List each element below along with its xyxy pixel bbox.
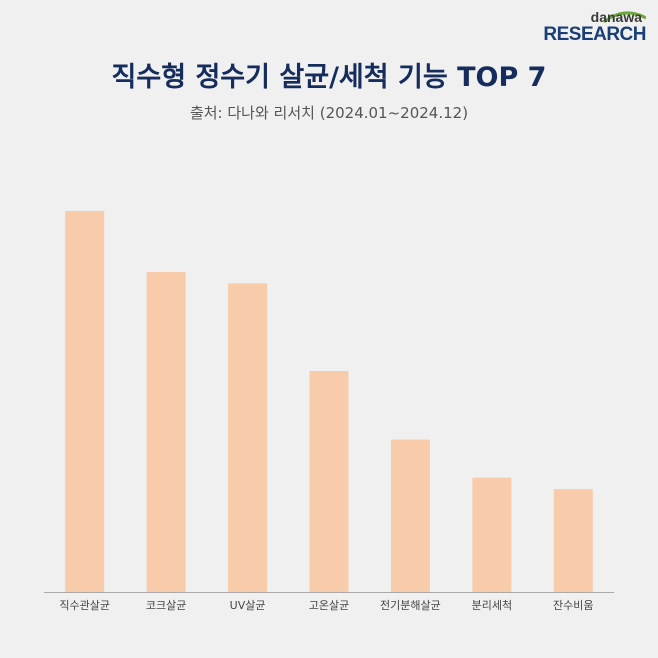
x-tick-label: UV살균 xyxy=(230,599,266,612)
x-tick-label: 전기분해살균 xyxy=(380,598,441,612)
chart-subtitle: 출처: 다나와 리서치 (2024.01~2024.12) xyxy=(189,104,469,122)
logo-wordmark-top: danawa xyxy=(590,9,642,25)
logo-arc-icon xyxy=(603,11,646,24)
bar-7 xyxy=(553,489,593,592)
logo-wordmark-bottom: RESEARCH xyxy=(543,24,646,45)
chart-title: 직수형 정수기 살균/세척 기능 TOP 7 xyxy=(111,62,547,93)
bar-6 xyxy=(472,477,512,592)
bar-4 xyxy=(309,371,349,592)
x-tick-label: 직수관살균 xyxy=(59,599,110,612)
x-tick-label: 잔수비움 xyxy=(553,599,593,612)
x-tick-label: 코크살균 xyxy=(146,599,186,612)
bar-2 xyxy=(146,271,186,592)
bar-3 xyxy=(228,283,268,592)
danawa-research-logo: danawa RESEARCH xyxy=(543,8,646,48)
x-tick-label: 분리세척 xyxy=(472,599,512,612)
bar-5 xyxy=(390,439,430,592)
bar-1 xyxy=(65,211,105,592)
x-tick-label: 고온살균 xyxy=(309,599,349,612)
